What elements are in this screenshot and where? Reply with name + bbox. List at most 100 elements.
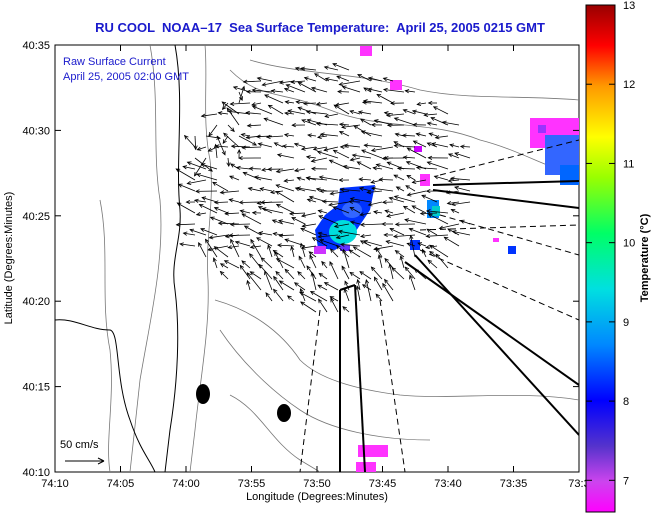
current-vector-head — [323, 147, 329, 152]
current-vector — [236, 167, 251, 170]
current-vector — [276, 168, 295, 173]
current-vector-head — [352, 246, 358, 251]
current-vector-head — [251, 88, 257, 93]
current-vector — [262, 208, 284, 214]
current-vector — [375, 247, 383, 258]
current-vector-head — [405, 161, 411, 165]
current-vector-head — [246, 123, 252, 128]
current-vector-head — [226, 162, 231, 168]
current-vector-head — [412, 122, 418, 127]
current-vector-head — [383, 232, 388, 238]
current-vector — [371, 179, 383, 183]
current-vector — [400, 255, 405, 269]
current-vector-head — [367, 87, 373, 92]
current-vector — [317, 284, 328, 291]
current-vector-head — [335, 234, 341, 240]
current-vector — [252, 105, 273, 115]
current-vector — [316, 102, 328, 105]
current-vector-head — [427, 155, 433, 160]
current-vector — [409, 275, 416, 291]
current-vector-head — [204, 238, 210, 244]
current-vector-head — [245, 89, 251, 94]
current-vector-head — [251, 102, 256, 107]
current-vector-head — [450, 202, 456, 207]
y-tick-label: 40:20 — [22, 296, 50, 308]
y-tick-label: 40:30 — [22, 125, 50, 137]
current-vector — [409, 228, 427, 236]
current-vector-head — [343, 143, 349, 148]
current-vector-head — [388, 263, 393, 269]
current-vector-head — [428, 132, 434, 137]
current-vector-head — [349, 197, 355, 202]
current-vector — [275, 271, 284, 280]
current-vector — [246, 272, 262, 291]
current-vector — [307, 199, 317, 203]
current-vector — [212, 181, 229, 192]
current-vector — [426, 228, 438, 236]
current-vector — [360, 212, 372, 216]
current-vector — [294, 282, 306, 291]
current-vector-head — [316, 134, 322, 139]
current-vector — [256, 135, 273, 138]
current-vector-head — [349, 220, 355, 225]
current-vector — [260, 257, 273, 269]
current-vector-head — [391, 267, 397, 272]
current-vector-head — [445, 190, 451, 195]
current-vector — [297, 271, 306, 280]
current-vector — [426, 210, 449, 214]
current-vector — [394, 117, 416, 126]
current-vector — [230, 102, 251, 105]
current-vector-head — [328, 159, 334, 164]
current-vector — [407, 243, 416, 247]
current-vector-head — [429, 250, 434, 256]
current-vector-head — [390, 101, 395, 106]
current-vector — [229, 175, 240, 181]
current-vector-head — [395, 186, 401, 191]
current-vector — [239, 201, 262, 203]
current-vector-head — [309, 291, 315, 296]
current-vector-head — [285, 84, 291, 88]
current-vector-head — [232, 86, 238, 90]
current-vector-head — [330, 297, 335, 303]
current-vector-head — [196, 146, 202, 151]
y-tick-label: 40:15 — [22, 382, 50, 394]
current-vector-head — [382, 77, 388, 82]
current-vector — [301, 119, 317, 126]
current-vector-head — [246, 272, 252, 277]
x-axis-label: Longitude (Degrees:Minutes) — [246, 491, 388, 503]
current-vector — [300, 243, 306, 258]
current-vector — [201, 113, 218, 117]
current-vector-head — [404, 266, 410, 272]
current-vector — [230, 223, 251, 225]
current-vector-head — [449, 143, 455, 148]
current-vector-head — [301, 213, 306, 218]
current-vector-head — [258, 263, 263, 269]
current-vector-head — [371, 186, 376, 191]
current-vector — [225, 212, 240, 215]
current-vector-head — [252, 141, 258, 146]
current-vector-head — [286, 295, 292, 300]
current-vector-head — [359, 222, 365, 227]
current-vector — [306, 111, 328, 115]
current-vectors — [175, 63, 471, 313]
current-vector-head — [316, 150, 322, 155]
current-vector — [373, 211, 383, 214]
current-vector — [359, 178, 372, 181]
current-vector — [450, 177, 471, 181]
current-vector-head — [324, 113, 330, 118]
current-vector — [308, 251, 317, 258]
current-vector — [444, 236, 460, 247]
current-vector — [420, 212, 438, 214]
current-vector — [310, 291, 328, 302]
current-vector-head — [411, 205, 417, 210]
current-vector — [279, 280, 295, 291]
current-vector-head — [216, 135, 221, 140]
current-vector — [231, 145, 251, 148]
current-vector-head — [319, 238, 324, 243]
current-vector-head — [392, 234, 398, 239]
current-vector-head — [239, 209, 245, 214]
current-vector-head — [372, 166, 378, 171]
current-vector-head — [219, 263, 225, 268]
current-vector-head — [332, 206, 338, 211]
current-vector — [306, 177, 328, 181]
